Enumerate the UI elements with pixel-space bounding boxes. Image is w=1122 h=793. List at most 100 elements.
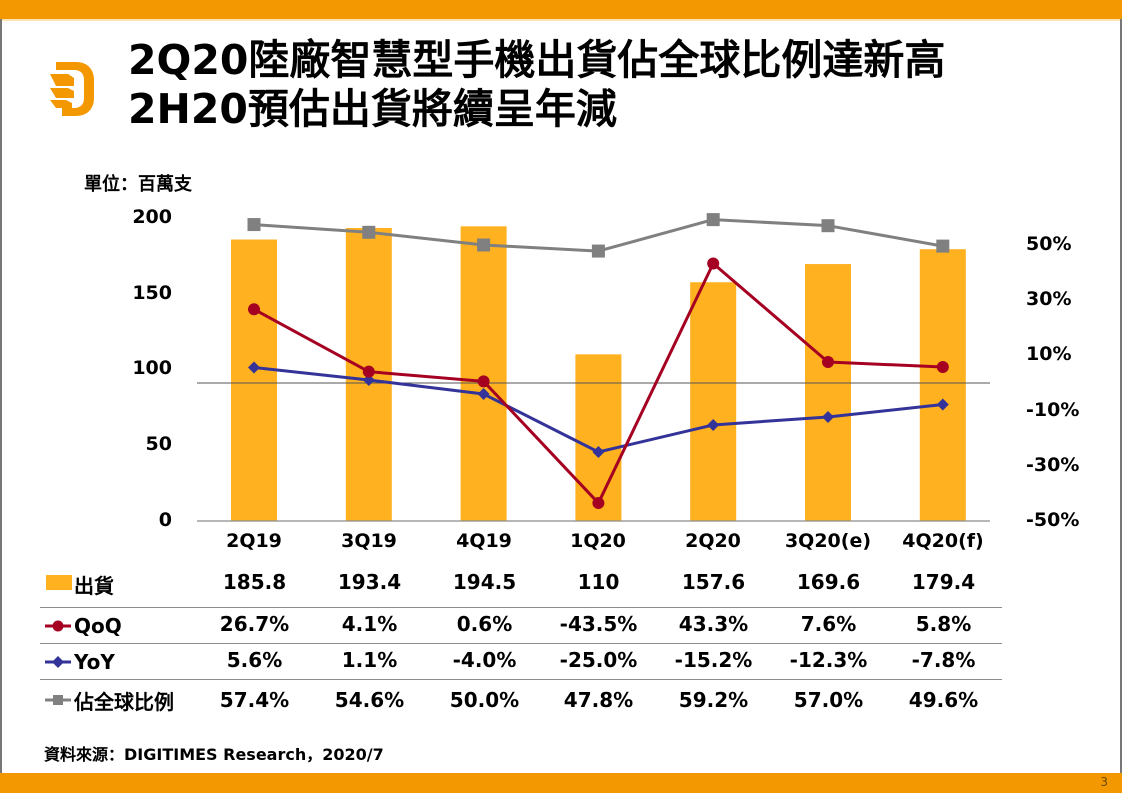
legend-global-share: 佔全球比例: [44, 686, 174, 714]
right-axis-tick: 10%: [1026, 343, 1072, 365]
table-cell: -7.8%: [911, 648, 976, 672]
unit-label: 單位：百萬支: [84, 174, 192, 195]
yoy-point: [477, 388, 490, 401]
yoy-point: [592, 446, 605, 458]
table-cell: 7.6%: [800, 612, 857, 636]
shipment-bar: [919, 249, 966, 522]
digitimes-d-logo-icon: [50, 62, 94, 116]
table-cell: 26.7%: [219, 612, 290, 636]
table-cell: 193.4: [337, 570, 402, 594]
table-cell: 185.8: [222, 570, 287, 594]
top-accent-bar: [0, 0, 1122, 19]
legend-label: YoY: [74, 650, 115, 674]
legend-label: QoQ: [74, 614, 122, 638]
legend-shipments: 出貨: [44, 570, 114, 598]
yoy-point: [822, 410, 834, 423]
page-number: 3: [1100, 775, 1108, 789]
square-marker-line-icon: [45, 695, 71, 705]
qoq-point: [936, 360, 949, 373]
right-axis-tick: -10%: [1026, 399, 1080, 421]
table-cell: 4.1%: [341, 612, 398, 636]
shipment-bar: [805, 264, 851, 521]
shipment-bar: [690, 282, 737, 521]
table-cell: 169.6: [796, 570, 861, 594]
table-cell: 54.6%: [334, 688, 405, 712]
global-share-point: [821, 219, 835, 233]
table-cell: 50.0%: [449, 688, 520, 712]
source-note: 資料來源：DIGITIMES Research，2020/7: [44, 745, 384, 764]
x-axis-tick: 3Q20(e): [784, 530, 872, 552]
slide-left-border: [0, 19, 2, 773]
x-axis-tick: 2Q19: [226, 530, 282, 552]
table-cell: 57.0%: [793, 688, 864, 712]
table-cell: 179.4: [911, 570, 976, 594]
data-table-row-global-share: 佔全球比例 57.4% 54.6% 50.0% 47.8% 59.2% 57.0…: [40, 679, 1002, 716]
x-axis-tick: 4Q20(f): [902, 530, 984, 552]
table-cell: -15.2%: [674, 648, 753, 672]
data-table-row-yoy: YoY 5.6% 1.1% -4.0% -25.0% -15.2% -12.3%…: [40, 643, 1002, 680]
table-cell: 5.8%: [915, 612, 972, 636]
qoq-point: [707, 257, 720, 270]
circle-marker-line-icon: [45, 620, 71, 632]
qoq-point: [477, 375, 490, 388]
legend-qoq: QoQ: [44, 612, 122, 640]
slide-title: 2Q20陸廠智慧型手機出貨佔全球比例達新高 2H20預估出貨將續呈年減: [128, 36, 945, 134]
top-accent-line: [0, 19, 1122, 21]
left-axis-tick: 100: [132, 357, 172, 379]
yoy-point: [248, 361, 260, 374]
table-cell: 110: [577, 570, 620, 594]
right-axis-tick: -30%: [1026, 454, 1080, 476]
shipment-bar: [460, 226, 507, 521]
bar-swatch-icon: [44, 574, 72, 594]
bottom-accent-bar: [0, 773, 1122, 793]
table-cell: -25.0%: [559, 648, 638, 672]
global-share-point: [362, 225, 376, 239]
table-cell: 1.1%: [341, 648, 398, 672]
legend-yoy: YoY: [44, 648, 115, 676]
table-cell: 47.8%: [563, 688, 634, 712]
table-cell: -12.3%: [789, 648, 868, 672]
legend-label: 出貨: [74, 573, 114, 598]
table-cell: 194.5: [452, 570, 517, 594]
table-cell: 59.2%: [678, 688, 749, 712]
legend-label: 佔全球比例: [74, 689, 174, 714]
table-cell: -43.5%: [559, 612, 638, 636]
data-table-row-qoq: QoQ 26.7% 4.1% 0.6% -43.5% 43.3% 7.6% 5.…: [40, 607, 1002, 644]
x-axis-tick: 3Q19: [341, 530, 397, 552]
left-axis-tick: 150: [132, 282, 172, 304]
left-axis-tick: 0: [158, 509, 172, 531]
right-axis-tick: 50%: [1026, 233, 1072, 255]
global-share-point: [936, 239, 950, 253]
qoq-point: [822, 356, 834, 369]
qoq-point: [248, 303, 260, 316]
yoy-point: [362, 373, 375, 386]
x-axis-tick: 1Q20: [570, 530, 626, 552]
yoy-point: [936, 398, 949, 411]
shipment-bar: [575, 354, 622, 521]
table-cell: 0.6%: [456, 612, 513, 636]
global-share-point: [706, 213, 720, 227]
left-axis-tick: 50: [145, 433, 172, 455]
table-cell: 43.3%: [678, 612, 749, 636]
right-axis-tick: 30%: [1026, 288, 1072, 310]
table-cell: 5.6%: [226, 648, 283, 672]
qoq-point: [592, 497, 605, 510]
qoq-point: [362, 365, 375, 378]
right-axis-tick: -50%: [1026, 509, 1080, 531]
diamond-marker-line-icon: [45, 656, 71, 668]
data-table-row-shipments: 出貨 185.8 193.4 194.5 110 157.6 169.6 179…: [40, 566, 1002, 602]
table-cell: 49.6%: [908, 688, 979, 712]
global-share-point: [591, 244, 605, 258]
global-share-point: [477, 238, 491, 252]
left-axis-tick: 200: [132, 206, 172, 228]
title-line-2: 2H20預估出貨將續呈年減: [128, 85, 617, 133]
x-axis-tick: 2Q20: [685, 530, 741, 552]
table-cell: 57.4%: [219, 688, 290, 712]
table-cell: 157.6: [681, 570, 746, 594]
global-share-point: [247, 218, 261, 232]
shipment-bar: [231, 239, 277, 521]
slide-right-border: [1120, 19, 1122, 773]
x-axis-tick: 4Q19: [456, 530, 512, 552]
table-cell: -4.0%: [452, 648, 517, 672]
